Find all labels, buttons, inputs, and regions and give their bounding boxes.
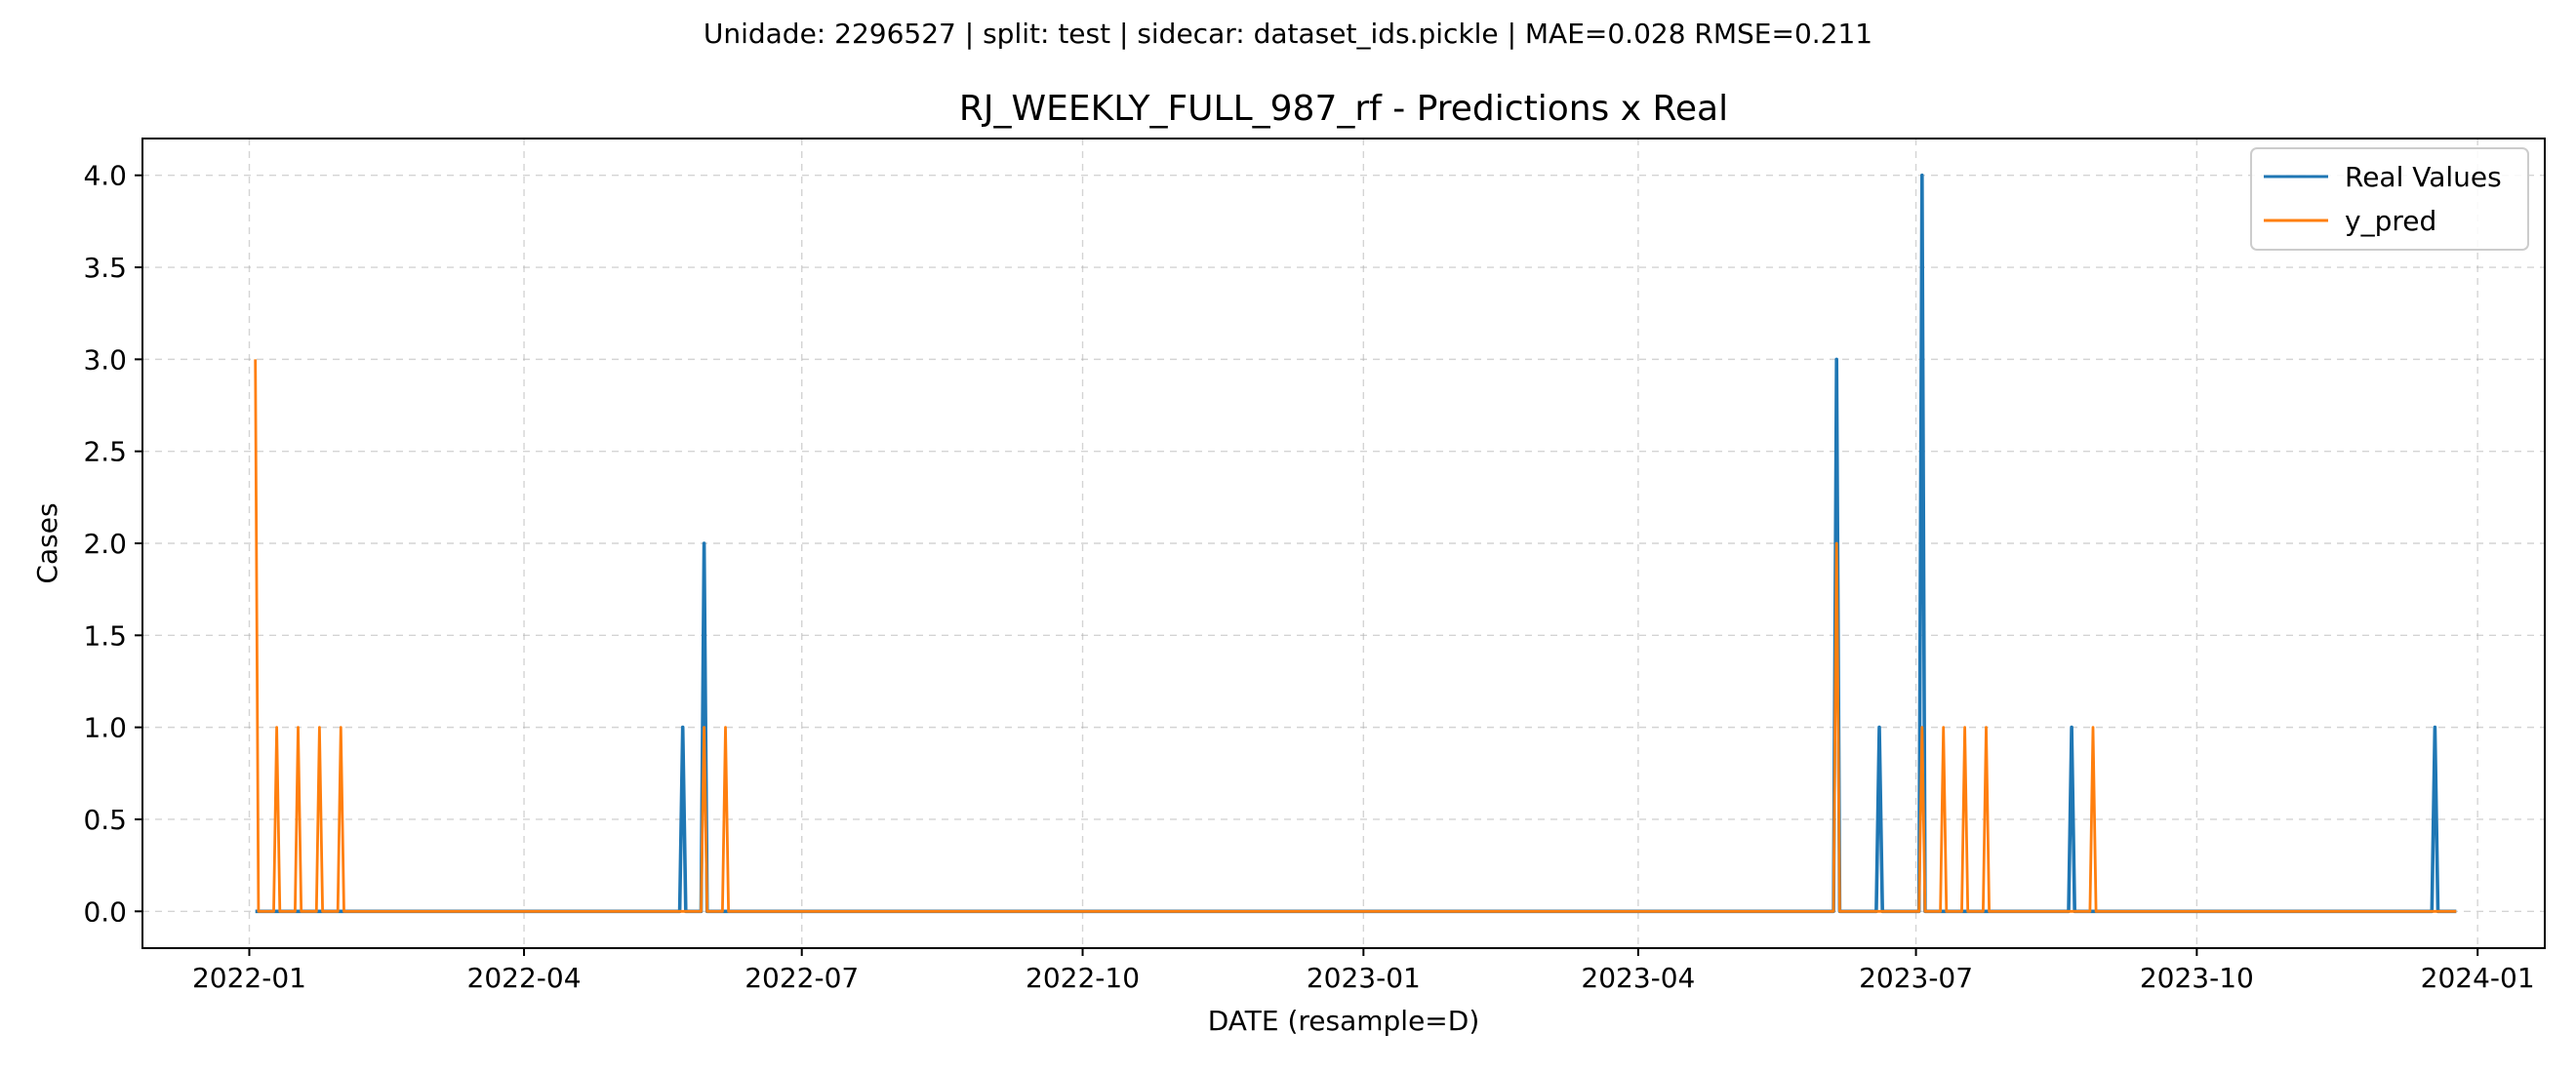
y-axis: 0.0 0.5 1.0 1.5 2.0 2.5 3.0 3.5 4.0 [83, 160, 142, 928]
legend: Real Values y_pred [2250, 147, 2529, 251]
y-tick-label: 0.0 [83, 895, 127, 928]
y-pred-line [254, 359, 2457, 913]
x-tick-label: 2022-04 [467, 962, 582, 994]
x-tick-label: 2023-01 [1307, 962, 1421, 994]
y-tick-label: 3.5 [83, 252, 127, 284]
y-axis-label: Cases [31, 502, 63, 583]
x-tick-label: 2022-10 [1026, 962, 1140, 994]
series-lines [254, 173, 2457, 914]
x-axis-label: DATE (resample=D) [1208, 1005, 1480, 1037]
x-tick-label: 2022-01 [192, 962, 306, 994]
y-tick-label: 1.0 [83, 712, 127, 744]
y-tick-label: 0.5 [83, 804, 127, 836]
x-tick-label: 2023-04 [1581, 962, 1695, 994]
y-tick-label: 3.0 [83, 343, 127, 376]
y-tick-label: 1.5 [83, 619, 127, 652]
legend-label-real: Real Values [2345, 161, 2502, 193]
y-tick-label: 2.0 [83, 528, 127, 560]
grid [142, 139, 2545, 948]
x-axis: 2022-01 2022-04 2022-07 2022-10 2023-01 2023-… [192, 948, 2535, 994]
y-tick-label: 4.0 [83, 160, 127, 192]
y-tick-label: 2.5 [83, 436, 127, 468]
x-tick-label: 2023-07 [1859, 962, 1973, 994]
x-tick-label: 2024-01 [2421, 962, 2535, 994]
chart-title: RJ_WEEKLY_FULL_987_rf - Predictions x Re… [959, 89, 1728, 129]
x-tick-label: 2023-10 [2140, 962, 2254, 994]
legend-label-pred: y_pred [2345, 205, 2436, 237]
x-tick-label: 2022-07 [745, 962, 859, 994]
legend-box [2250, 147, 2529, 251]
suptitle: Unidade: 2296527 | split: test | sidecar… [704, 18, 1872, 50]
